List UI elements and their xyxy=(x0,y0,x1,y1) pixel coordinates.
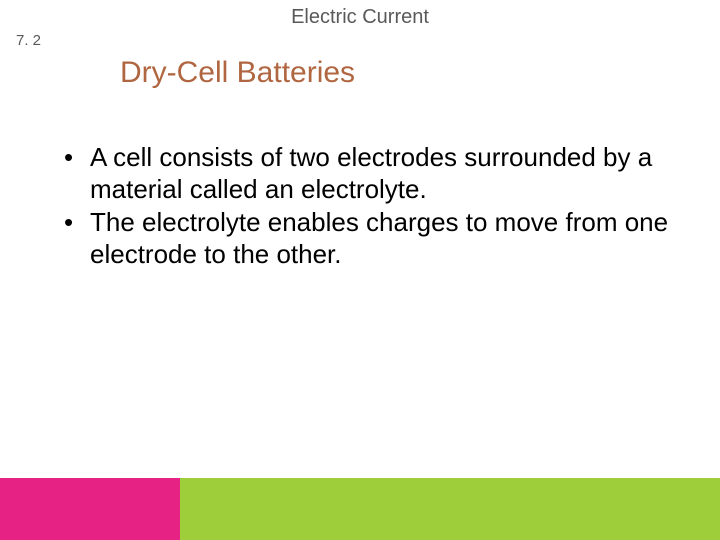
slide: Electric Current 7. 2 Dry-Cell Batteries… xyxy=(0,0,720,540)
section-number: 7. 2 xyxy=(16,32,41,49)
bullet-item: The electrolyte enables charges to move … xyxy=(50,207,670,270)
footer-green-block xyxy=(180,478,720,540)
chapter-title: Electric Current xyxy=(0,6,720,29)
bullet-list: A cell consists of two electrodes surrou… xyxy=(50,142,670,273)
footer-pink-block xyxy=(0,478,180,540)
bullet-item: A cell consists of two electrodes surrou… xyxy=(50,142,670,205)
slide-title: Dry-Cell Batteries xyxy=(120,56,355,90)
footer-bar xyxy=(0,478,720,540)
